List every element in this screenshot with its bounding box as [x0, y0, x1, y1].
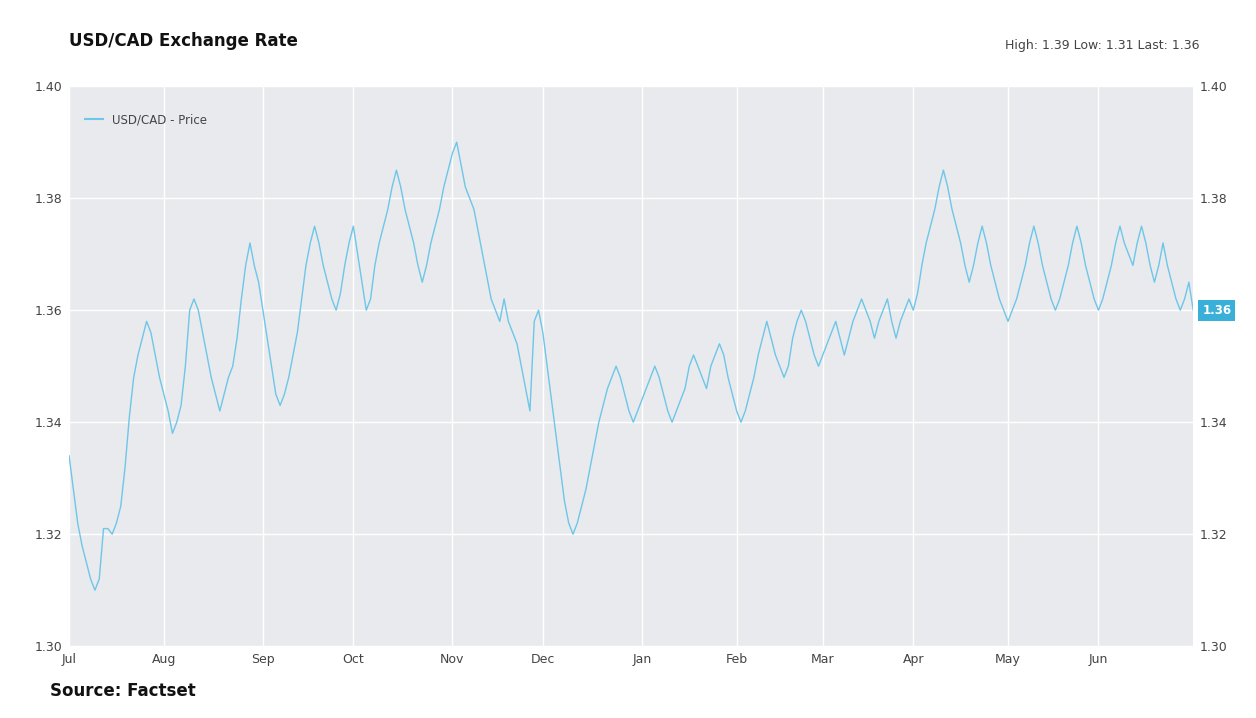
Text: 1.36: 1.36: [1202, 304, 1231, 317]
Text: Source: Factset: Source: Factset: [50, 682, 196, 700]
Text: USD/CAD Exchange Rate: USD/CAD Exchange Rate: [69, 32, 298, 50]
Legend: USD/CAD - Price: USD/CAD - Price: [80, 109, 212, 131]
Text: High: 1.39 Low: 1.31 Last: 1.36: High: 1.39 Low: 1.31 Last: 1.36: [1005, 39, 1199, 52]
